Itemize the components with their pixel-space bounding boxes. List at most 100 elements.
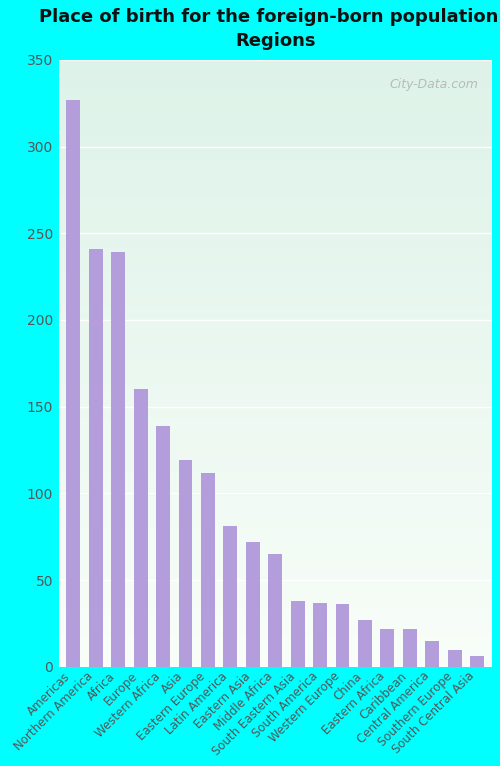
Bar xyxy=(58,457,492,460)
Bar xyxy=(58,485,492,488)
Bar xyxy=(58,463,492,466)
Bar xyxy=(58,530,492,533)
Bar xyxy=(58,406,492,409)
Bar xyxy=(448,650,462,667)
Bar xyxy=(58,415,492,418)
Bar xyxy=(58,230,492,233)
Bar xyxy=(58,190,492,193)
Bar xyxy=(58,424,492,427)
Bar xyxy=(58,349,492,351)
Bar xyxy=(58,421,492,424)
Bar xyxy=(58,646,492,649)
Bar xyxy=(58,476,492,479)
Bar xyxy=(58,658,492,661)
Bar xyxy=(58,385,492,388)
Bar xyxy=(58,621,492,624)
Bar xyxy=(58,451,492,454)
Bar xyxy=(58,366,492,369)
Bar xyxy=(58,205,492,208)
Bar xyxy=(58,236,492,239)
Bar xyxy=(134,389,147,667)
Bar xyxy=(58,564,492,567)
Bar xyxy=(58,245,492,248)
Bar xyxy=(58,397,492,400)
Bar xyxy=(58,394,492,397)
Bar xyxy=(58,75,492,78)
Bar xyxy=(58,90,492,93)
Bar xyxy=(58,214,492,218)
Bar xyxy=(58,615,492,618)
Bar xyxy=(58,479,492,482)
Bar xyxy=(58,630,492,633)
Bar xyxy=(58,430,492,433)
Bar xyxy=(58,196,492,199)
Bar xyxy=(58,211,492,214)
Bar xyxy=(58,354,492,357)
Bar xyxy=(58,363,492,366)
Bar xyxy=(58,333,492,336)
Bar xyxy=(111,252,125,667)
Bar xyxy=(246,542,260,667)
Bar xyxy=(178,460,192,667)
Bar xyxy=(58,494,492,497)
Bar xyxy=(58,600,492,603)
Bar xyxy=(58,312,492,315)
Bar xyxy=(58,120,492,123)
Bar xyxy=(58,100,492,103)
Bar xyxy=(58,336,492,339)
Bar xyxy=(58,345,492,349)
Bar xyxy=(58,157,492,160)
Bar xyxy=(58,573,492,576)
Bar xyxy=(58,545,492,548)
Bar xyxy=(58,188,492,190)
Bar xyxy=(58,412,492,415)
Bar xyxy=(58,97,492,100)
Bar xyxy=(58,69,492,72)
Bar xyxy=(58,267,492,269)
Bar xyxy=(58,633,492,637)
Bar xyxy=(58,518,492,521)
Bar xyxy=(58,172,492,175)
Bar xyxy=(58,342,492,345)
Bar xyxy=(58,154,492,157)
Bar xyxy=(380,629,394,667)
Bar xyxy=(58,278,492,281)
Bar xyxy=(58,579,492,582)
Bar xyxy=(58,224,492,227)
Bar xyxy=(58,542,492,545)
Bar xyxy=(58,233,492,236)
Bar xyxy=(58,309,492,312)
Bar xyxy=(58,409,492,412)
Bar xyxy=(58,151,492,154)
Bar xyxy=(58,500,492,503)
Bar xyxy=(58,375,492,378)
Bar xyxy=(58,378,492,381)
Bar xyxy=(358,620,372,667)
Bar xyxy=(58,103,492,106)
Bar xyxy=(58,327,492,330)
Bar xyxy=(58,264,492,267)
Bar xyxy=(58,193,492,196)
Bar xyxy=(224,526,237,667)
Bar xyxy=(58,649,492,652)
Bar xyxy=(58,460,492,463)
Bar xyxy=(156,426,170,667)
Bar xyxy=(58,624,492,627)
Bar xyxy=(58,640,492,643)
Bar xyxy=(58,448,492,451)
Bar xyxy=(58,242,492,245)
Bar xyxy=(58,515,492,518)
Bar xyxy=(58,145,492,148)
Bar xyxy=(58,208,492,211)
Bar xyxy=(58,582,492,585)
Bar xyxy=(58,539,492,542)
Bar xyxy=(58,594,492,597)
Bar xyxy=(426,641,439,667)
Bar xyxy=(58,324,492,327)
Bar xyxy=(58,63,492,66)
Bar xyxy=(58,114,492,117)
Bar xyxy=(58,257,492,260)
Bar xyxy=(58,585,492,588)
Bar xyxy=(336,604,349,667)
Bar xyxy=(58,330,492,333)
